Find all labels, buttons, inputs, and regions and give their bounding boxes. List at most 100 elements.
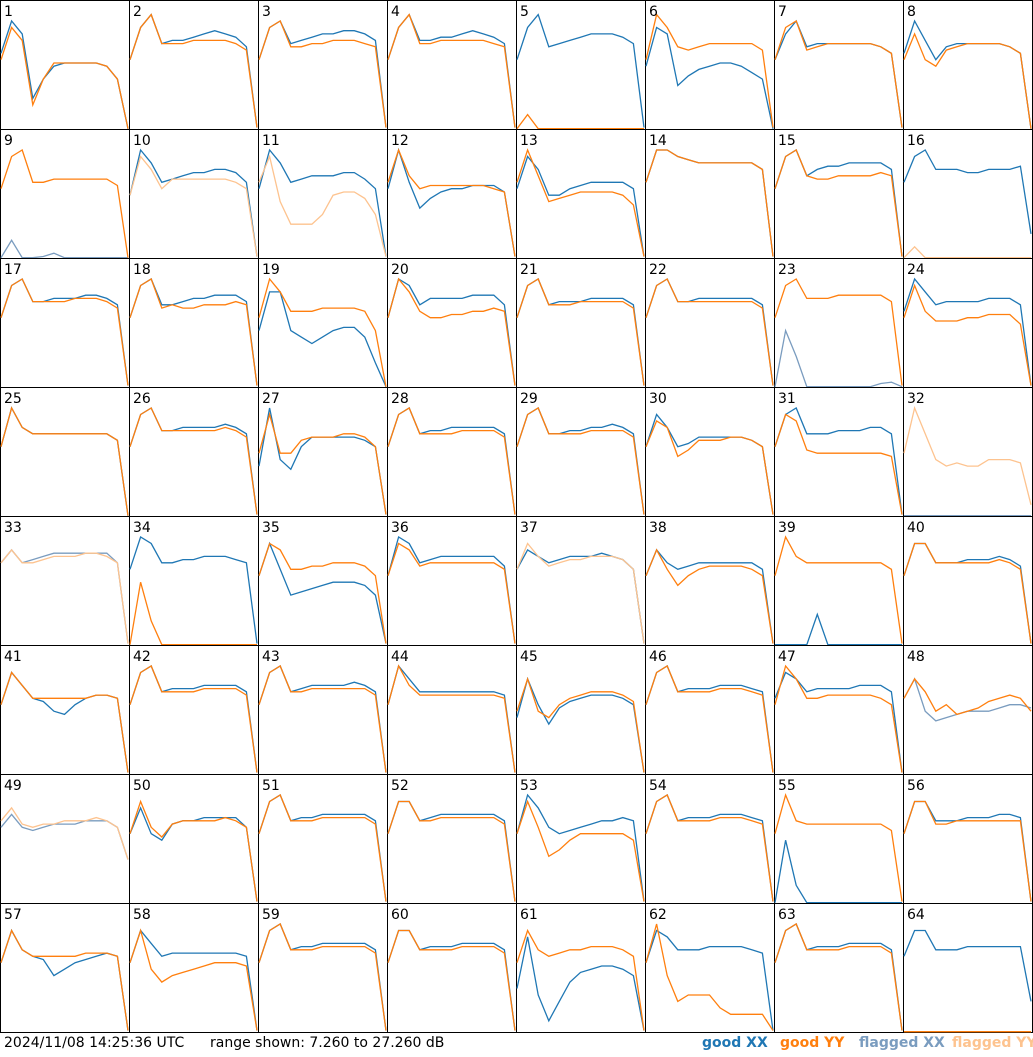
spectrum-line — [258, 542, 387, 644]
panel-label: 29 — [520, 391, 538, 407]
panel-label: 36 — [391, 520, 409, 536]
range-label: range shown: 7.260 to 27.260 dB — [210, 1035, 444, 1051]
panel-frame — [903, 0, 1033, 130]
legend-entry: flagged XX — [859, 1035, 945, 1051]
panel-label: 15 — [778, 133, 796, 149]
panel-label: 22 — [649, 262, 667, 278]
spectrum-line — [774, 792, 903, 902]
legend-entry: good YY — [780, 1035, 845, 1051]
spectrum-line — [129, 799, 258, 902]
panel-frame — [774, 645, 904, 775]
spectrum-line — [258, 154, 387, 257]
panel-label: 58 — [133, 907, 151, 923]
panel-label: 50 — [133, 778, 151, 794]
spectrum-line — [645, 419, 774, 515]
panel-frame — [903, 774, 1033, 904]
panel-frame — [903, 903, 1033, 1033]
spectrum-line — [129, 407, 258, 515]
spectrum-line — [903, 405, 1032, 505]
panel-frame — [129, 0, 259, 130]
spectrum-line — [903, 283, 1032, 386]
spectrum-line — [0, 548, 129, 644]
panel-frame — [516, 0, 646, 130]
panel-label: 60 — [391, 907, 409, 923]
panel-label: 27 — [262, 391, 280, 407]
spectrum-line — [516, 407, 645, 515]
spectrum-line — [516, 936, 645, 1031]
panel-label: 53 — [520, 778, 538, 794]
spectrum-line — [129, 928, 258, 1031]
legend-entry: good XX — [702, 1035, 768, 1051]
spectrum-line — [774, 535, 903, 644]
spectrum-line — [903, 277, 1032, 386]
spectrum-line — [516, 148, 645, 257]
spectrum-line — [645, 929, 774, 1031]
spectrum-line — [129, 665, 258, 773]
panel-label: 19 — [262, 262, 280, 278]
panel-label: 13 — [520, 133, 538, 149]
spectrum-line — [516, 13, 645, 128]
panel-label: 10 — [133, 133, 151, 149]
spectrum-line — [903, 677, 1032, 716]
spectrum-line — [774, 149, 903, 257]
panel-frame — [645, 903, 775, 1033]
timestamp: 2024/11/08 14:25:36 UTC — [4, 1035, 184, 1051]
panel-label: 20 — [391, 262, 409, 278]
panel-label: 42 — [133, 649, 151, 665]
panel-frame — [258, 516, 388, 646]
panel-frame — [0, 645, 130, 775]
spectrum-line — [258, 148, 387, 257]
panel-label: 3 — [262, 4, 271, 20]
panel-frame — [387, 0, 517, 130]
panel-frame — [0, 774, 130, 904]
panel-label: 7 — [778, 4, 787, 20]
spectrum-line — [129, 582, 257, 646]
panel-frame — [0, 129, 130, 259]
panel-label: 28 — [391, 391, 409, 407]
spectrum-line — [774, 840, 902, 904]
panel-label: 2 — [133, 4, 142, 20]
spectrum-line — [258, 277, 387, 387]
spectrum-line — [645, 548, 774, 644]
spectrum-line — [0, 806, 129, 860]
panel-label: 48 — [907, 649, 925, 665]
spectrum-line — [645, 149, 774, 257]
panel-label: 56 — [907, 778, 925, 794]
panel-label: 4 — [391, 4, 400, 20]
panel-label: 59 — [262, 907, 280, 923]
panel-frame — [258, 0, 388, 130]
panel-label: 9 — [4, 133, 13, 149]
panel-frame — [387, 516, 517, 646]
panel-label: 26 — [133, 391, 151, 407]
panel-label: 37 — [520, 520, 538, 536]
panel-frame — [516, 774, 646, 904]
panel-frame — [516, 516, 646, 646]
spectrum-line — [129, 148, 258, 257]
panel-label: 25 — [4, 391, 22, 407]
spectrum-line — [645, 13, 774, 128]
panel-label: 1 — [4, 4, 13, 20]
panel-label: 5 — [520, 4, 529, 20]
spectrum-line — [387, 147, 516, 257]
spectrum-line — [387, 277, 516, 386]
spectrum-line — [129, 278, 258, 386]
spectrum-line — [258, 412, 387, 515]
panel-frame — [387, 903, 517, 1033]
spectrum-line — [903, 32, 1032, 129]
spectrum-line — [774, 278, 903, 386]
spectrum-line — [387, 542, 516, 644]
panel-frame — [129, 774, 259, 904]
panel-label: 24 — [907, 262, 925, 278]
panel-label: 49 — [4, 778, 22, 794]
spectrum-line — [775, 612, 902, 646]
panel-label: 11 — [262, 133, 280, 149]
spectrum-line — [903, 149, 1032, 235]
panel-label: 16 — [907, 133, 925, 149]
spectrum-line — [129, 13, 258, 128]
spectrum-line — [516, 113, 644, 130]
panel-frame — [0, 903, 130, 1033]
panel-label: 51 — [262, 778, 280, 794]
spectrum-line — [516, 155, 645, 257]
